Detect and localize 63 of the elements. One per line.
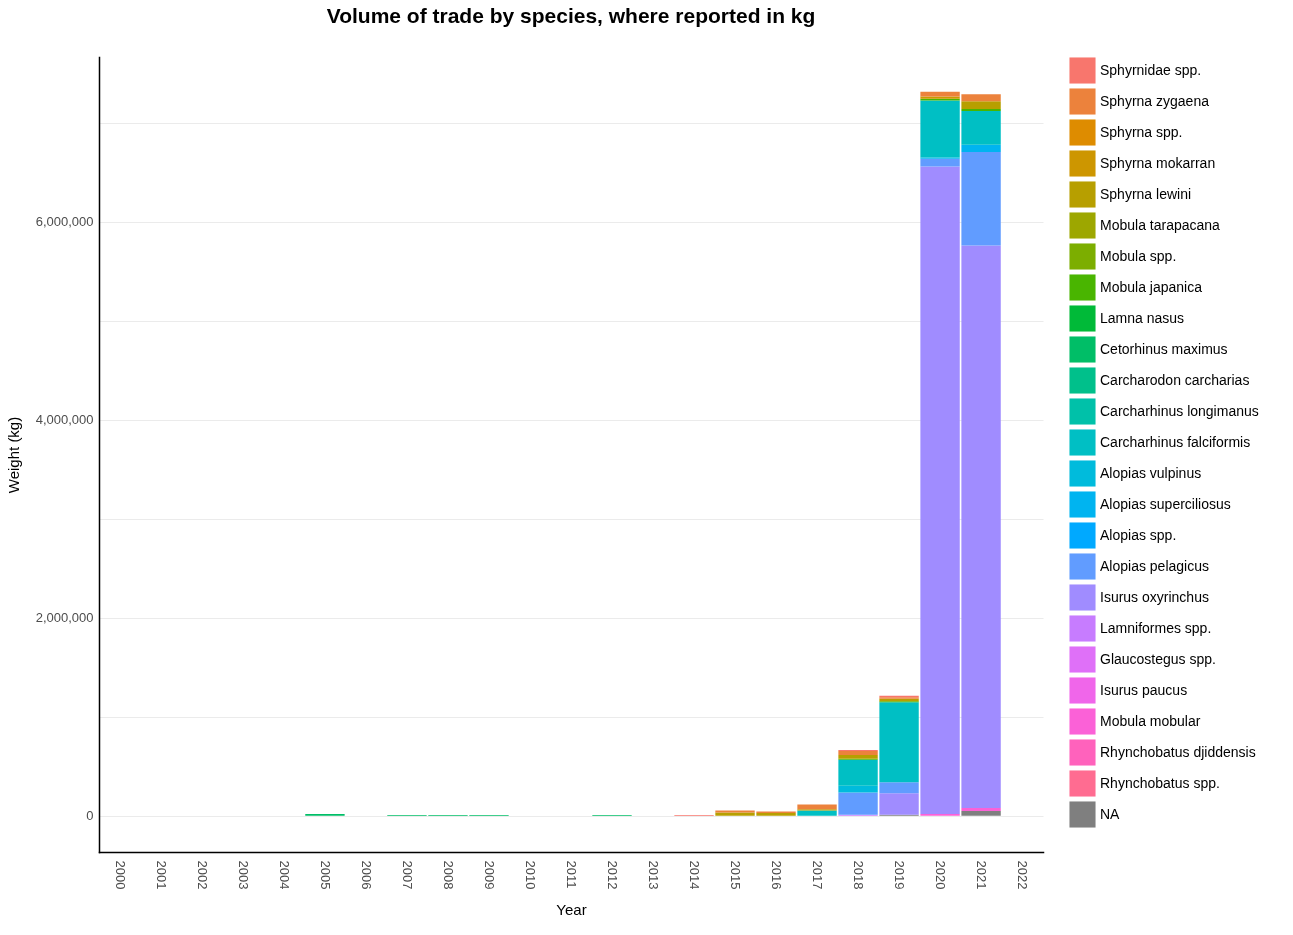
legend-label: Alopias spp. — [1100, 526, 1177, 543]
legend-label: Carcharhinus longimanus — [1100, 402, 1259, 419]
legend-label: Lamniformes spp. — [1100, 619, 1212, 636]
legend-label: Cetorhinus maximus — [1100, 340, 1228, 357]
x-tick-label: 2015 — [728, 860, 744, 890]
x-tick-label: 2014 — [687, 860, 703, 890]
x-tick-label: 2020 — [933, 860, 949, 890]
legend-label: Sphyrna zygaena — [1100, 92, 1210, 109]
legend-label: Glaucostegus spp. — [1100, 650, 1216, 667]
bar — [961, 101, 1001, 110]
legend-label: Mobula japanica — [1100, 278, 1203, 295]
legend-label: Carcharodon carcharias — [1100, 371, 1250, 388]
x-tick-label: 2013 — [646, 860, 662, 890]
legend-label: Sphyrnidae spp. — [1100, 61, 1202, 78]
x-tick-label: 2017 — [810, 860, 826, 890]
legend-label: Sphyrna lewini — [1100, 185, 1192, 202]
bar — [838, 750, 878, 755]
chart-title: Volume of trade by species, where reported in kg — [326, 4, 816, 27]
x-tick-label: 2000 — [112, 860, 128, 890]
legend-label: Lamna nasus — [1100, 309, 1185, 326]
legend-label: Alopias pelagicus — [1100, 557, 1209, 574]
x-tick-label: 2007 — [399, 860, 415, 890]
legend-label: Rhynchobatus spp. — [1100, 774, 1220, 791]
legend-label: Carcharhinus falciformis — [1100, 433, 1251, 450]
x-tick-label: 2019 — [892, 860, 908, 890]
y-tick-label: 4,000,000 — [35, 412, 94, 428]
x-tick-label: 2012 — [605, 860, 621, 890]
x-tick-label: 2002 — [194, 860, 210, 890]
x-tick-label: 2004 — [276, 860, 292, 890]
legend-label: NA — [1100, 805, 1121, 822]
x-tick-label: 2022 — [1015, 860, 1031, 890]
legend-label: Mobula mobular — [1100, 712, 1201, 729]
legend-label: Alopias superciliosus — [1100, 495, 1231, 512]
bar — [838, 785, 878, 793]
legend-label: Isurus paucus — [1100, 681, 1188, 698]
y-tick-label: 0 — [86, 808, 94, 824]
bar — [797, 810, 837, 816]
bar — [838, 754, 878, 759]
x-tick-label: 2006 — [358, 860, 374, 890]
x-tick-label: 2018 — [851, 860, 867, 890]
bar — [961, 144, 1001, 152]
x-tick-label: 2003 — [235, 860, 251, 890]
legend-label: Alopias vulpinus — [1100, 464, 1202, 481]
x-tick-label: 2008 — [440, 860, 456, 890]
y-tick-label: 2,000,000 — [35, 610, 94, 626]
x-tick-label: 2011 — [564, 860, 579, 889]
x-tick-label: 2001 — [153, 860, 169, 890]
legend-label: Mobula tarapacana — [1100, 216, 1221, 233]
bar — [961, 807, 1001, 811]
bar — [961, 810, 1001, 816]
x-tick-label: 2010 — [522, 860, 538, 890]
legend-label: Isurus oxyrinchus — [1100, 588, 1209, 605]
legend-label: Sphyrna mokarran — [1100, 154, 1216, 171]
x-tick-label: 2005 — [317, 860, 333, 890]
y-axis-title: Weight (kg) — [4, 416, 22, 494]
legend-label: Sphyrna spp. — [1100, 123, 1183, 140]
x-tick-label: 2021 — [974, 860, 990, 890]
legend-label: Rhynchobatus djiddensis — [1100, 743, 1256, 760]
legend-label: Mobula spp. — [1100, 247, 1177, 264]
y-tick-label: 6,000,000 — [35, 214, 94, 230]
x-tick-label: 2009 — [481, 860, 497, 890]
x-tick-label: 2016 — [769, 860, 785, 890]
x-axis-title: Year — [556, 901, 587, 919]
